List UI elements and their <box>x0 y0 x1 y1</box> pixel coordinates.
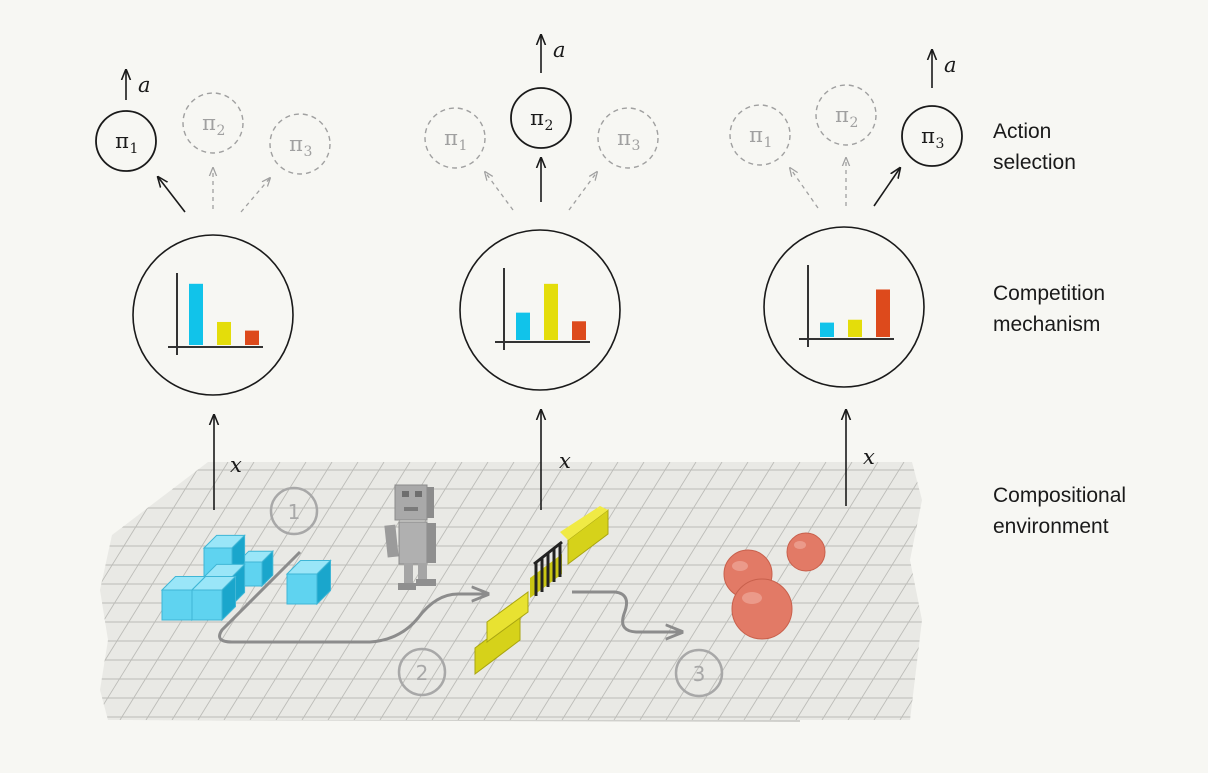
selection-arrow-3-3 <box>873 168 900 207</box>
bar-3-2 <box>848 319 862 337</box>
policy-symbol-3-2: π <box>835 103 849 127</box>
stage-number-2: 2 <box>416 661 429 685</box>
policy-columns: π 1aπ 2π 3xπ 1π 2aπ 3xπ 1π 2π 3ax <box>95 35 963 510</box>
trajectory-path-2 <box>572 590 680 632</box>
policy-symbol-2-2: π <box>530 106 544 130</box>
policy-symbol-1-1: π <box>115 129 129 153</box>
policy-subscript-3-1: 1 <box>764 135 773 151</box>
bar-1-3 <box>245 330 259 345</box>
action-label-1: a <box>138 73 151 97</box>
competition-circle-1 <box>132 234 294 396</box>
bar-2-1 <box>516 312 530 340</box>
action-label-2: a <box>553 38 566 62</box>
competition-circle-3 <box>763 226 925 388</box>
bar-2-2 <box>544 283 558 340</box>
column-3: π 1π 2π 3ax <box>729 50 963 506</box>
stage-marker-3: 3 <box>674 648 724 698</box>
label-action-line2: selection <box>993 151 1076 174</box>
action-label-3: a <box>944 53 957 77</box>
bar-1-1 <box>189 283 203 345</box>
competition-circle-2 <box>459 229 621 391</box>
label-action-selection: Action selection <box>993 116 1193 178</box>
stage-number-1: 1 <box>288 500 301 524</box>
label-environment-line1: Compositional <box>993 484 1127 507</box>
label-competition-line1: Competition <box>993 282 1106 305</box>
policy-subscript-1-1: 1 <box>130 141 139 157</box>
red-spheres <box>723 532 826 640</box>
policy-subscript-2-2: 2 <box>545 118 554 134</box>
blue-cubes <box>160 534 332 622</box>
policy-symbol-2-3: π <box>617 126 631 150</box>
input-label-3: x <box>863 445 875 469</box>
column-2: π 1π 2aπ 3x <box>424 35 659 510</box>
policy-subscript-2-1: 1 <box>459 138 468 154</box>
selection-arrow-2-3 <box>568 172 597 211</box>
selection-arrow-1-1 <box>158 177 186 213</box>
policy-symbol-3-1: π <box>749 123 763 147</box>
input-label-2: x <box>559 449 571 473</box>
trajectory-path <box>218 550 486 644</box>
robot <box>384 484 436 590</box>
environment-objects: 1 2 3 <box>160 484 826 698</box>
label-competition-mechanism: Competition mechanism <box>993 278 1193 340</box>
policy-symbol-1-3: π <box>289 132 303 156</box>
policy-subscript-3-2: 2 <box>850 115 859 131</box>
input-label-1: x <box>230 453 242 477</box>
label-environment-line2: environment <box>993 515 1109 538</box>
policy-subscript-1-2: 2 <box>217 123 226 139</box>
policy-symbol-3-3: π <box>921 124 935 148</box>
bar-3-1 <box>820 322 834 337</box>
bar-3-3 <box>876 289 890 337</box>
selection-arrow-2-1 <box>485 172 514 211</box>
yellow-gate <box>474 506 609 676</box>
label-action-line1: Action <box>993 120 1052 143</box>
policy-symbol-1-2: π <box>202 111 216 135</box>
selection-arrow-1-3 <box>240 178 270 213</box>
bar-2-3 <box>572 321 586 340</box>
policy-subscript-2-3: 3 <box>632 138 641 154</box>
column-1: π 1aπ 2π 3x <box>95 70 331 510</box>
bar-1-2 <box>217 321 231 345</box>
label-competition-line2: mechanism <box>993 313 1101 336</box>
selection-arrow-3-1 <box>790 168 819 209</box>
stage-marker-1: 1 <box>269 486 319 536</box>
stage-number-3: 3 <box>693 662 706 686</box>
policy-subscript-3-3: 3 <box>936 136 945 152</box>
policy-symbol-2-1: π <box>444 126 458 150</box>
policy-subscript-1-3: 3 <box>304 144 313 160</box>
label-compositional-environment: Compositional environment <box>993 480 1193 542</box>
stage-marker-2: 2 <box>397 647 447 697</box>
